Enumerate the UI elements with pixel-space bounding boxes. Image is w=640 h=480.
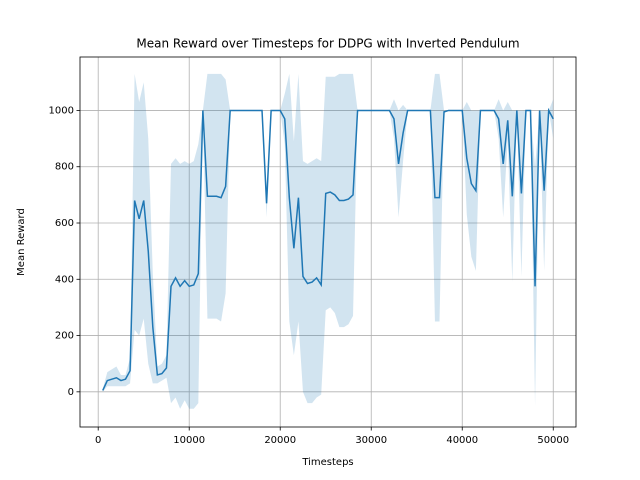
chart-title: Mean Reward over Timesteps for DDPG with… [136, 37, 519, 51]
x-axis-label: Timesteps [301, 457, 353, 468]
x-tick-label: 10000 [173, 435, 205, 446]
x-tick-label: 30000 [355, 435, 387, 446]
y-tick-label: 1000 [49, 105, 74, 116]
y-tick-label: 800 [55, 162, 74, 173]
y-tick-label: 200 [55, 331, 74, 342]
x-tick-label: 40000 [446, 435, 478, 446]
x-tick-label: 50000 [537, 435, 569, 446]
x-tick-label: 0 [95, 435, 101, 446]
y-axis-label: Mean Reward [16, 208, 27, 276]
y-tick-label: 0 [68, 387, 74, 398]
line [102, 107, 554, 391]
y-tick-label: 600 [55, 218, 74, 229]
y-tick-label: 400 [55, 274, 74, 285]
band [102, 73, 554, 409]
x-tick-label: 20000 [264, 435, 296, 446]
axes-frame [79, 56, 577, 428]
